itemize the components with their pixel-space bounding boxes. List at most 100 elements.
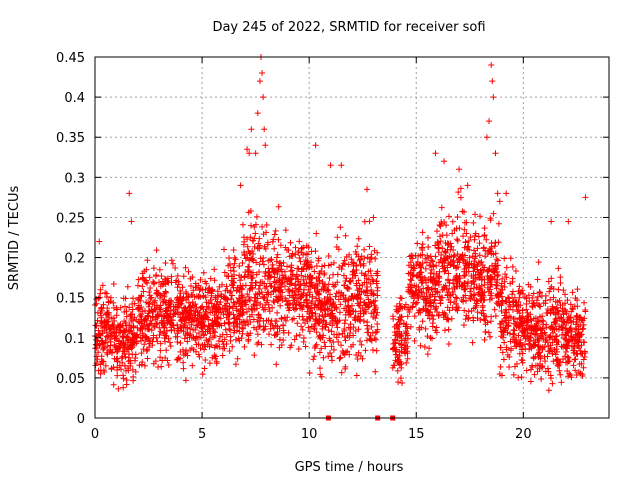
- data-point: [174, 338, 181, 345]
- data-point: [475, 269, 482, 276]
- data-point: [288, 342, 295, 349]
- data-point: [291, 297, 298, 304]
- data-point: [474, 245, 481, 252]
- data-point: [532, 323, 539, 330]
- data-point: [230, 268, 237, 275]
- data-point: [498, 307, 505, 314]
- data-point: [288, 252, 295, 259]
- data-point: [516, 350, 523, 357]
- data-point: [192, 348, 199, 355]
- data-point: [472, 250, 479, 257]
- data-point: [314, 288, 321, 295]
- data-point: [174, 272, 181, 279]
- data-point: [353, 251, 360, 258]
- data-point: [306, 273, 313, 280]
- data-point: [358, 253, 365, 260]
- data-point: [423, 290, 430, 297]
- data-point: [127, 357, 134, 364]
- data-point: [131, 300, 138, 307]
- data-point: [149, 301, 156, 308]
- x-tick-label: 10: [301, 427, 318, 442]
- data-point: [362, 271, 369, 278]
- data-point: [424, 312, 431, 319]
- data-point: [406, 309, 413, 316]
- data-point: [565, 373, 572, 380]
- data-point: [224, 296, 231, 303]
- data-point: [350, 263, 357, 270]
- data-point: [509, 291, 516, 298]
- data-point: [165, 279, 172, 286]
- data-point: [284, 314, 291, 321]
- data-point: [316, 333, 323, 340]
- data-point: [573, 314, 580, 321]
- data-point: [149, 342, 156, 349]
- data-point: [245, 305, 252, 312]
- data-point: [557, 315, 564, 321]
- data-point: [468, 307, 475, 314]
- data-point: [169, 322, 176, 329]
- data-point: [370, 278, 377, 285]
- data-point: [250, 303, 257, 310]
- data-point: [550, 358, 557, 365]
- data-point: [370, 298, 377, 305]
- data-point: [542, 358, 549, 365]
- data-point: [247, 250, 254, 257]
- data-point: [240, 318, 247, 325]
- data-point: [420, 285, 427, 292]
- data-point: [576, 333, 583, 340]
- data-point: [249, 279, 256, 286]
- data-point: [259, 304, 266, 311]
- data-point: [336, 264, 343, 271]
- data-point: [498, 280, 505, 287]
- data-point: [402, 301, 409, 308]
- data-point: [495, 239, 502, 246]
- data-point: [434, 289, 441, 296]
- data-point: [203, 280, 210, 287]
- data-point: [141, 362, 148, 369]
- data-point: [449, 288, 456, 295]
- data-point: [407, 259, 414, 266]
- data-point: [444, 264, 451, 271]
- data-point: [196, 353, 203, 360]
- data-point: [296, 255, 303, 262]
- data-point: [295, 346, 302, 353]
- data-point: [568, 319, 575, 326]
- data-point: [227, 327, 234, 334]
- data-point: [543, 324, 550, 331]
- data-point: [296, 281, 303, 288]
- data-point: [512, 267, 519, 274]
- data-point: [326, 274, 333, 281]
- data-point: [274, 251, 281, 258]
- data-point: [479, 292, 486, 299]
- data-point: [170, 303, 177, 310]
- data-point: [470, 274, 477, 281]
- data-point: [242, 298, 249, 305]
- data-point: [430, 263, 437, 270]
- y-tick-label: 0.4: [64, 91, 85, 106]
- data-point: [426, 345, 433, 352]
- data-point: [396, 305, 403, 312]
- data-point: [263, 291, 270, 298]
- data-point: [156, 266, 163, 273]
- data-point: [96, 342, 103, 349]
- data-point: [407, 276, 414, 283]
- data-point: [552, 351, 559, 358]
- data-point: [333, 331, 340, 338]
- data-point: [365, 296, 372, 303]
- data-point: [325, 253, 332, 260]
- data-point: [555, 310, 562, 317]
- data-point: [156, 324, 163, 331]
- data-point: [332, 315, 339, 322]
- data-point: [313, 230, 320, 237]
- data-point: [470, 317, 477, 324]
- data-point: [144, 280, 151, 287]
- data-point: [461, 266, 468, 273]
- data-point: [563, 310, 570, 317]
- data-point: [320, 354, 327, 361]
- data-point: [456, 255, 463, 262]
- data-point: [337, 301, 344, 308]
- data-point: [532, 331, 539, 338]
- data-point: [100, 346, 107, 353]
- data-point: [414, 240, 421, 247]
- data-point: [480, 244, 487, 251]
